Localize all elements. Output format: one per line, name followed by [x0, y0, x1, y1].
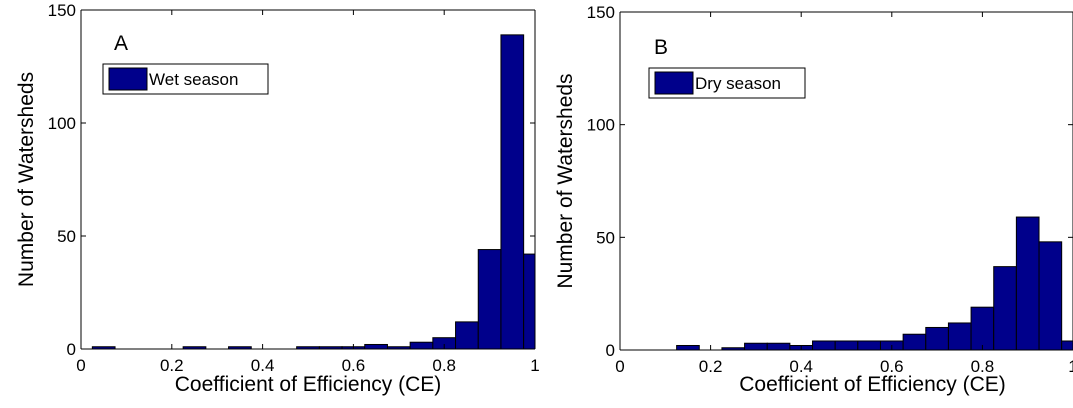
legend-label: Dry season: [695, 74, 781, 93]
histogram-bar: [1015, 216, 1040, 351]
histogram-bar: [947, 322, 972, 351]
panel-label: A: [114, 32, 128, 55]
x-tick-label: 0.2: [699, 357, 723, 376]
chart-panel-b: 0 0.2 0.4 0.6 0.8 1 0 50 100 150 Coefficient of Ef…: [554, 3, 1073, 396]
legend: Wet season: [102, 63, 269, 95]
y-tick-label: 50: [596, 228, 615, 247]
y-tick-label: 150: [587, 3, 615, 22]
histogram-bar: [523, 253, 535, 350]
histogram-bar: [970, 306, 995, 351]
y-tick-label: 0: [606, 341, 615, 360]
histogram-bar: [857, 340, 881, 351]
x-tick-label: 0.2: [160, 356, 184, 375]
histogram-bar: [834, 340, 859, 351]
legend-swatch: [654, 71, 694, 95]
histogram-bar: [455, 321, 479, 350]
legend: Dry season: [648, 67, 806, 99]
bars: [676, 216, 1073, 351]
x-tick-label: 1: [1068, 357, 1073, 376]
x-tick-label: 1: [530, 356, 539, 375]
y-axis-label: Number of Watersheds: [554, 73, 577, 288]
histogram-bar: [1061, 340, 1073, 351]
x-tick-label: 0.8: [432, 356, 456, 375]
histogram-bar: [902, 333, 927, 351]
chart-panel-a: 0 0.2 0.4 0.6 0.8 1 0 50 100 150 Coefficient of Ef…: [15, 1, 540, 396]
y-tick-label: 100: [48, 114, 76, 133]
legend-swatch: [108, 67, 148, 91]
x-tick-label: 0.6: [342, 356, 366, 375]
legend-label: Wet season: [149, 70, 238, 89]
x-axis-label: Coefficient of Efficiency (CE): [739, 373, 1006, 396]
x-tick-label: 0.4: [251, 356, 275, 375]
histogram-bar: [925, 326, 949, 351]
x-tick-label: 0.6: [880, 357, 904, 376]
panel-label: B: [654, 36, 668, 59]
y-tick-label: 150: [48, 1, 76, 20]
histogram-bar: [477, 249, 502, 350]
histogram-bar: [744, 342, 768, 351]
histogram-bar: [993, 266, 1017, 351]
histogram-bar: [409, 341, 434, 350]
y-tick-label: 0: [67, 340, 76, 359]
histogram-bar: [766, 342, 791, 351]
histogram-bar: [1038, 241, 1063, 351]
x-tick-label: 0: [615, 357, 624, 376]
histogram-bar: [676, 344, 700, 351]
x-tick-label: 0.4: [789, 357, 813, 376]
histogram-bar: [812, 340, 836, 351]
x-tick-label: 0: [76, 356, 85, 375]
bars: [91, 34, 535, 350]
histogram-bar: [500, 34, 525, 350]
y-tick-label: 100: [587, 116, 615, 135]
y-tick-label: 50: [57, 227, 76, 246]
y-axis-label: Number of Watersheds: [15, 72, 38, 287]
x-axis-label: Coefficient of Efficiency (CE): [175, 373, 442, 396]
histogram-bar: [364, 343, 388, 350]
x-tick-label: 0.8: [971, 357, 995, 376]
